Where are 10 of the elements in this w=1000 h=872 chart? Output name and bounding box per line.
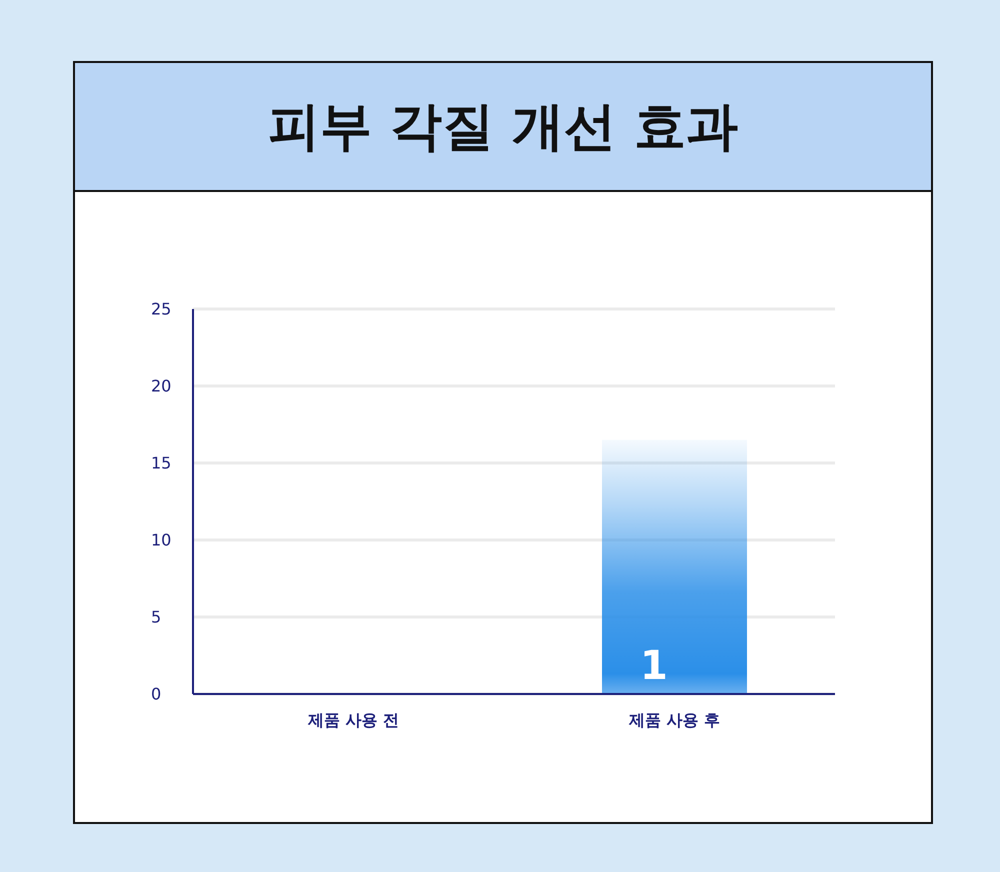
y-tick-label: 15 [151,454,172,473]
x-tick-label: 제품 사용 전 [306,710,400,730]
chart-title: 피부 각질 개선 효과 [268,96,738,158]
y-tick-label: 25 [151,300,172,319]
y-tick-label: 20 [151,376,172,396]
y-tick-label: 5 [151,608,162,627]
y-tick-label: 0 [151,684,162,704]
x-tick-label: 제품 사용 후 [628,710,720,730]
y-tick-label: 10 [151,530,172,550]
annotation: 1 [640,643,668,689]
